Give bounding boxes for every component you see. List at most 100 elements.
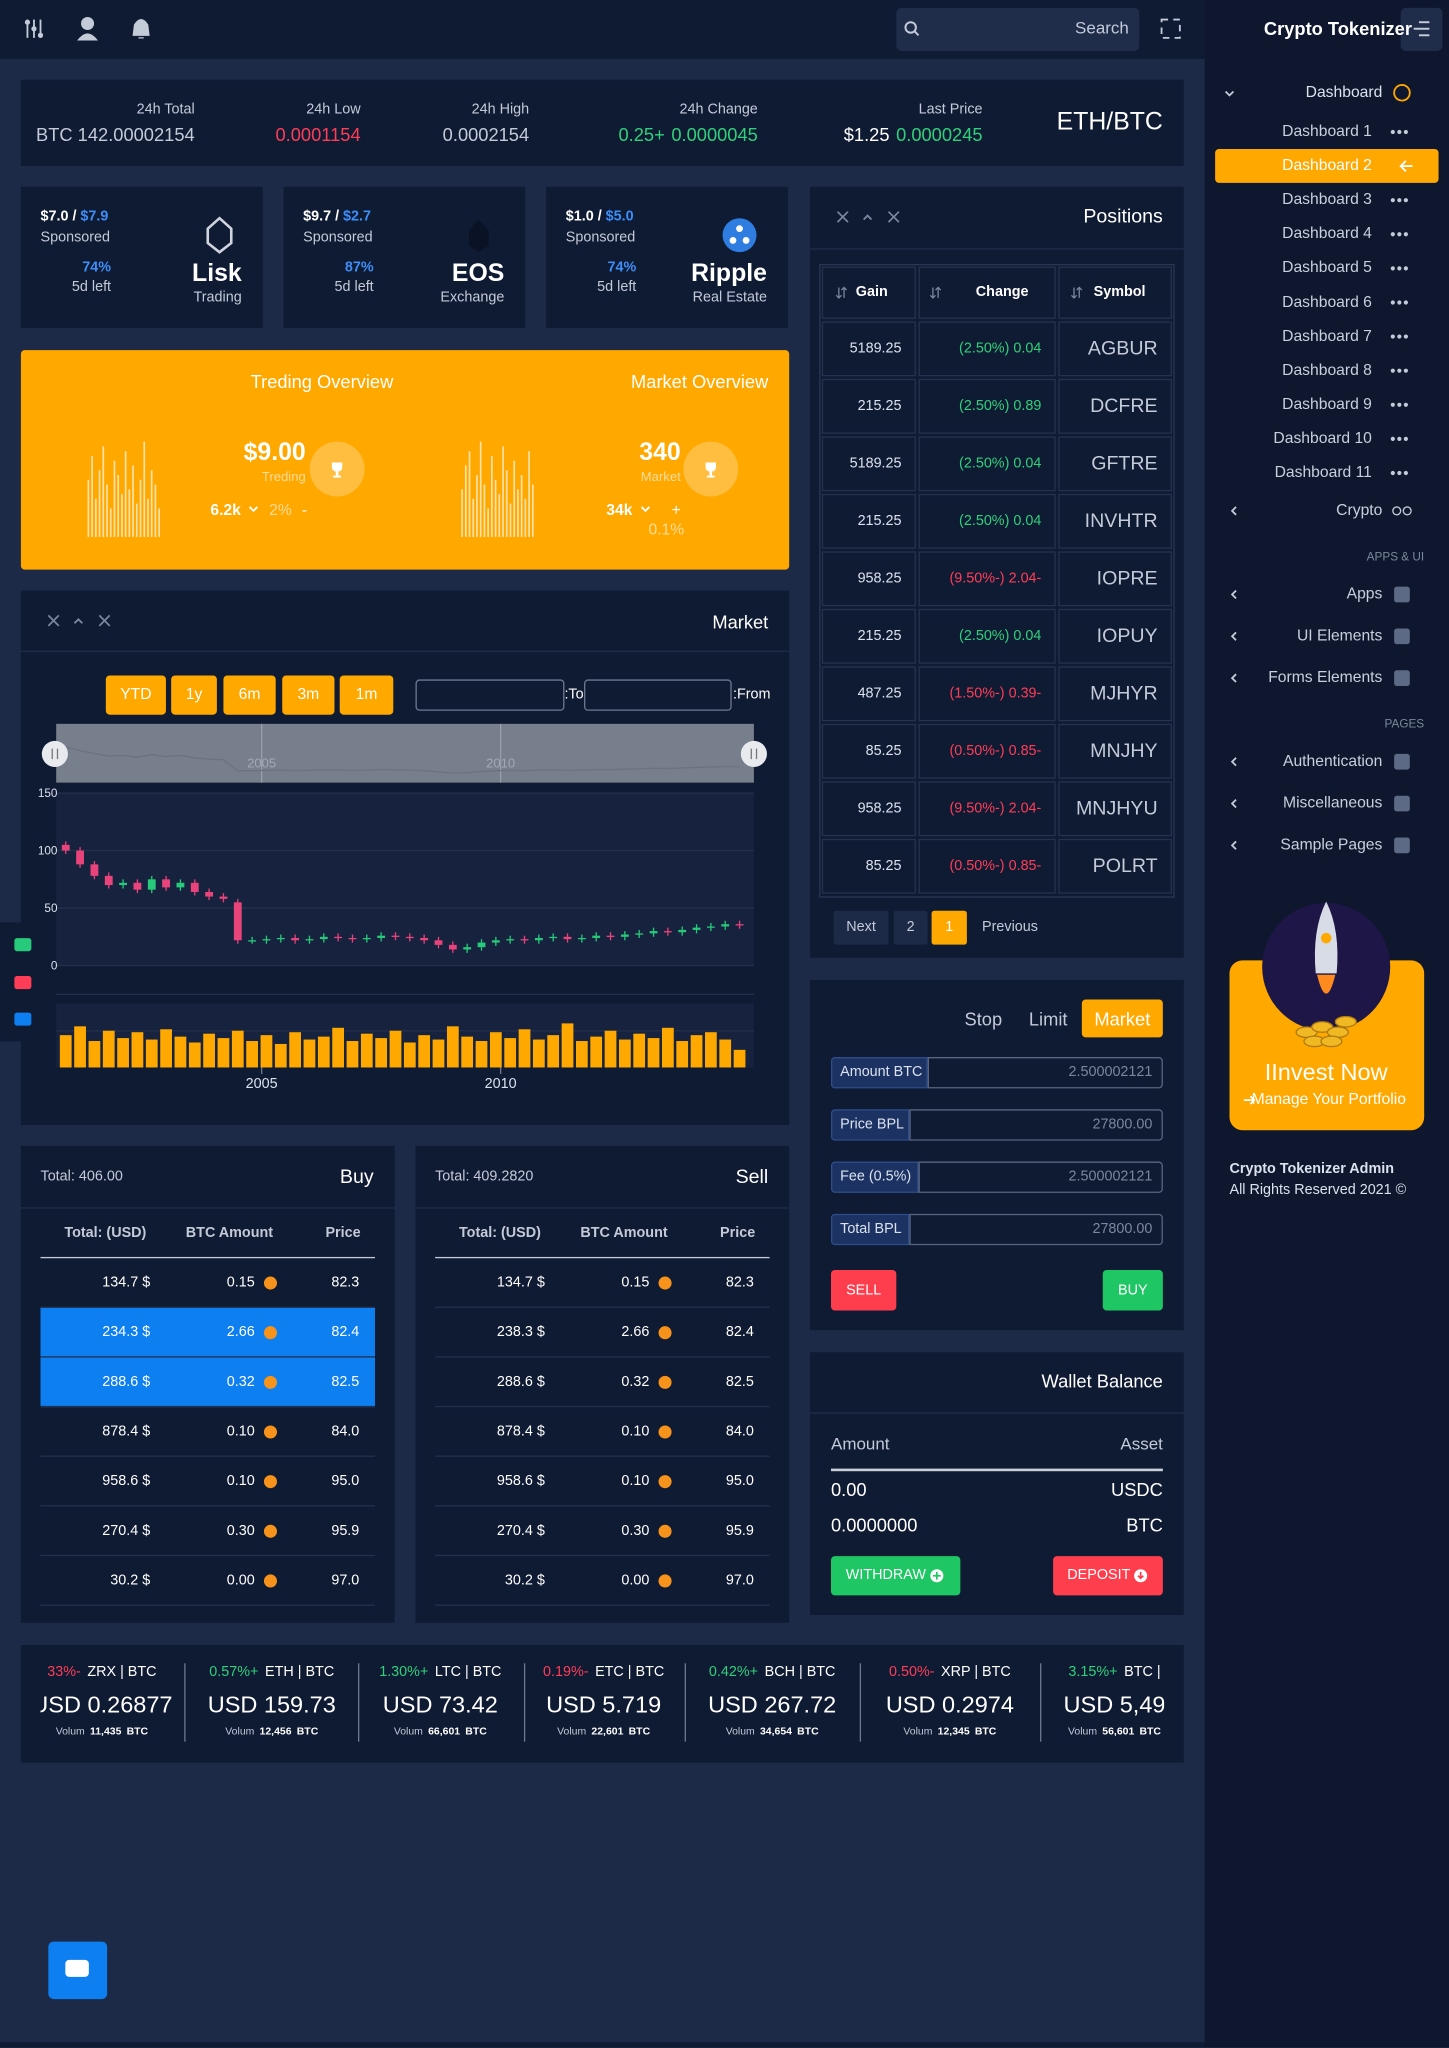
price: 82.5: [725, 1374, 754, 1390]
field-value[interactable]: 27800.00: [1092, 1221, 1153, 1237]
order-tab[interactable]: Limit: [1028, 1008, 1068, 1030]
range-button[interactable]: [171, 675, 217, 715]
promo-title[interactable]: IInvest Now: [1264, 1059, 1388, 1086]
symbol: MNJHYU: [1075, 797, 1158, 820]
coin-price: $7.0 /$7.9: [41, 209, 109, 226]
field-label-box: [830, 1213, 910, 1246]
menu-item[interactable]: UI Elements: [1296, 625, 1383, 645]
withdraw-label[interactable]: WITHDRAW: [845, 1567, 926, 1584]
close-icon: [47, 614, 60, 627]
volume-bar: [489, 1032, 502, 1068]
menu-item[interactable]: Dashboard 2: [1282, 155, 1372, 175]
page-button[interactable]: [931, 910, 967, 945]
coin-price: $9.7 /$2.7: [303, 209, 371, 226]
sell-label[interactable]: SELL: [846, 1282, 882, 1299]
more-icon: [1403, 266, 1408, 271]
order-book-panel: [415, 1145, 790, 1623]
divider: [20, 1207, 395, 1209]
candle-body: [162, 879, 171, 888]
range-label[interactable]: 6m: [238, 684, 261, 704]
toolbar-icon: [14, 938, 32, 952]
stat-value: $1.25: [843, 124, 890, 145]
y-tick-label: 150: [37, 786, 58, 800]
page-button[interactable]: [833, 910, 889, 945]
page-label[interactable]: 1: [945, 919, 954, 936]
page-button[interactable]: [893, 910, 928, 945]
menu-item[interactable]: Authentication: [1282, 751, 1383, 770]
field-input[interactable]: [927, 1057, 1163, 1089]
volume-bar: [260, 1035, 273, 1068]
buy-button[interactable]: [1102, 1269, 1163, 1311]
overview-bar: [158, 508, 160, 538]
candle-body: [305, 939, 314, 941]
coin-name: EOS: [451, 260, 505, 288]
column-header: BTC Amount: [185, 1225, 274, 1241]
order-tab[interactable]: Stop: [964, 1008, 1003, 1030]
total-usd: 878.4 $: [102, 1423, 151, 1440]
search-box[interactable]: [896, 7, 1140, 51]
table-cell: [1058, 838, 1173, 894]
overview-bar: [121, 494, 123, 538]
price: $9.7 /: [303, 208, 340, 225]
field-value[interactable]: 27800.00: [1092, 1116, 1153, 1133]
field-input[interactable]: [909, 1109, 1163, 1141]
candle-body: [606, 935, 615, 937]
range-label[interactable]: YTD: [120, 684, 152, 704]
overview-bar: [487, 508, 489, 538]
menu-item[interactable]: Apps: [1346, 584, 1383, 603]
range-button[interactable]: [223, 675, 276, 715]
menu-icon: [1394, 837, 1410, 854]
sell-button[interactable]: [830, 1269, 897, 1311]
buy-label[interactable]: BUY: [1118, 1282, 1148, 1299]
menu-item[interactable]: Miscellaneous: [1283, 793, 1383, 812]
chevron: [1230, 589, 1237, 600]
menu-item[interactable]: Dashboard 5: [1282, 258, 1372, 277]
overview-bar: [472, 498, 475, 538]
tab-active[interactable]: [1081, 999, 1163, 1038]
page-label[interactable]: 2: [906, 919, 915, 936]
field-value[interactable]: 2.500002121: [1068, 1168, 1153, 1185]
menu-item[interactable]: Dashboard 3: [1282, 189, 1372, 209]
page-label[interactable]: Next: [846, 919, 876, 936]
table-cell: [918, 493, 1056, 549]
menu-item[interactable]: Dashboard 9: [1282, 394, 1372, 413]
menu-item[interactable]: Sample Pages: [1280, 835, 1383, 854]
menu-item[interactable]: Forms Elements: [1268, 667, 1383, 687]
stat-values: 0.0001154: [276, 124, 361, 145]
range-button[interactable]: [105, 675, 166, 715]
menu-item[interactable]: Dashboard 1: [1282, 121, 1372, 140]
field-input[interactable]: [909, 1213, 1163, 1246]
menu-item[interactable]: Dashboard 4: [1282, 223, 1372, 243]
menu-item[interactable]: Crypto: [1336, 500, 1383, 519]
menu-item[interactable]: Dashboard 11: [1274, 462, 1372, 481]
volume-bar: [346, 1041, 359, 1068]
candle-body: [104, 875, 113, 886]
range-label[interactable]: 1m: [355, 684, 378, 704]
range-button[interactable]: [339, 675, 394, 715]
volume-bar: [446, 1026, 459, 1068]
total-usd: 134.7 $: [102, 1274, 151, 1291]
order-tab[interactable]: Market: [1094, 1008, 1151, 1030]
ticker-price: USD 0.2974: [885, 1691, 1014, 1718]
range-label[interactable]: 1y: [185, 684, 203, 704]
range-label[interactable]: 3m: [297, 684, 320, 704]
candle-body: [119, 882, 128, 886]
menu-item[interactable]: Dashboard: [1305, 82, 1383, 101]
search-placeholder[interactable]: Search: [1075, 17, 1129, 38]
menu-item[interactable]: Dashboard 8: [1282, 360, 1372, 379]
menu-item[interactable]: Dashboard 6: [1282, 292, 1372, 311]
field-value[interactable]: 2.500002121: [1068, 1064, 1153, 1081]
menu-item[interactable]: Dashboard 7: [1282, 326, 1372, 345]
date-input[interactable]: [415, 679, 565, 711]
range-button[interactable]: [282, 675, 335, 715]
page-label[interactable]: Previous: [982, 919, 1038, 936]
more-icon: [1397, 436, 1402, 441]
date-input[interactable]: [584, 679, 732, 711]
deposit-label[interactable]: DEPOSIT: [1067, 1567, 1131, 1584]
menu-item[interactable]: Dashboard 10: [1273, 428, 1372, 447]
rocket-window: [1320, 932, 1332, 944]
pair: XRP | BTC: [941, 1664, 1011, 1680]
field-input[interactable]: [918, 1161, 1163, 1193]
btc-amount: 0.10: [621, 1423, 650, 1440]
promo-link[interactable]: Manage Your Portfolio: [1251, 1089, 1406, 1109]
